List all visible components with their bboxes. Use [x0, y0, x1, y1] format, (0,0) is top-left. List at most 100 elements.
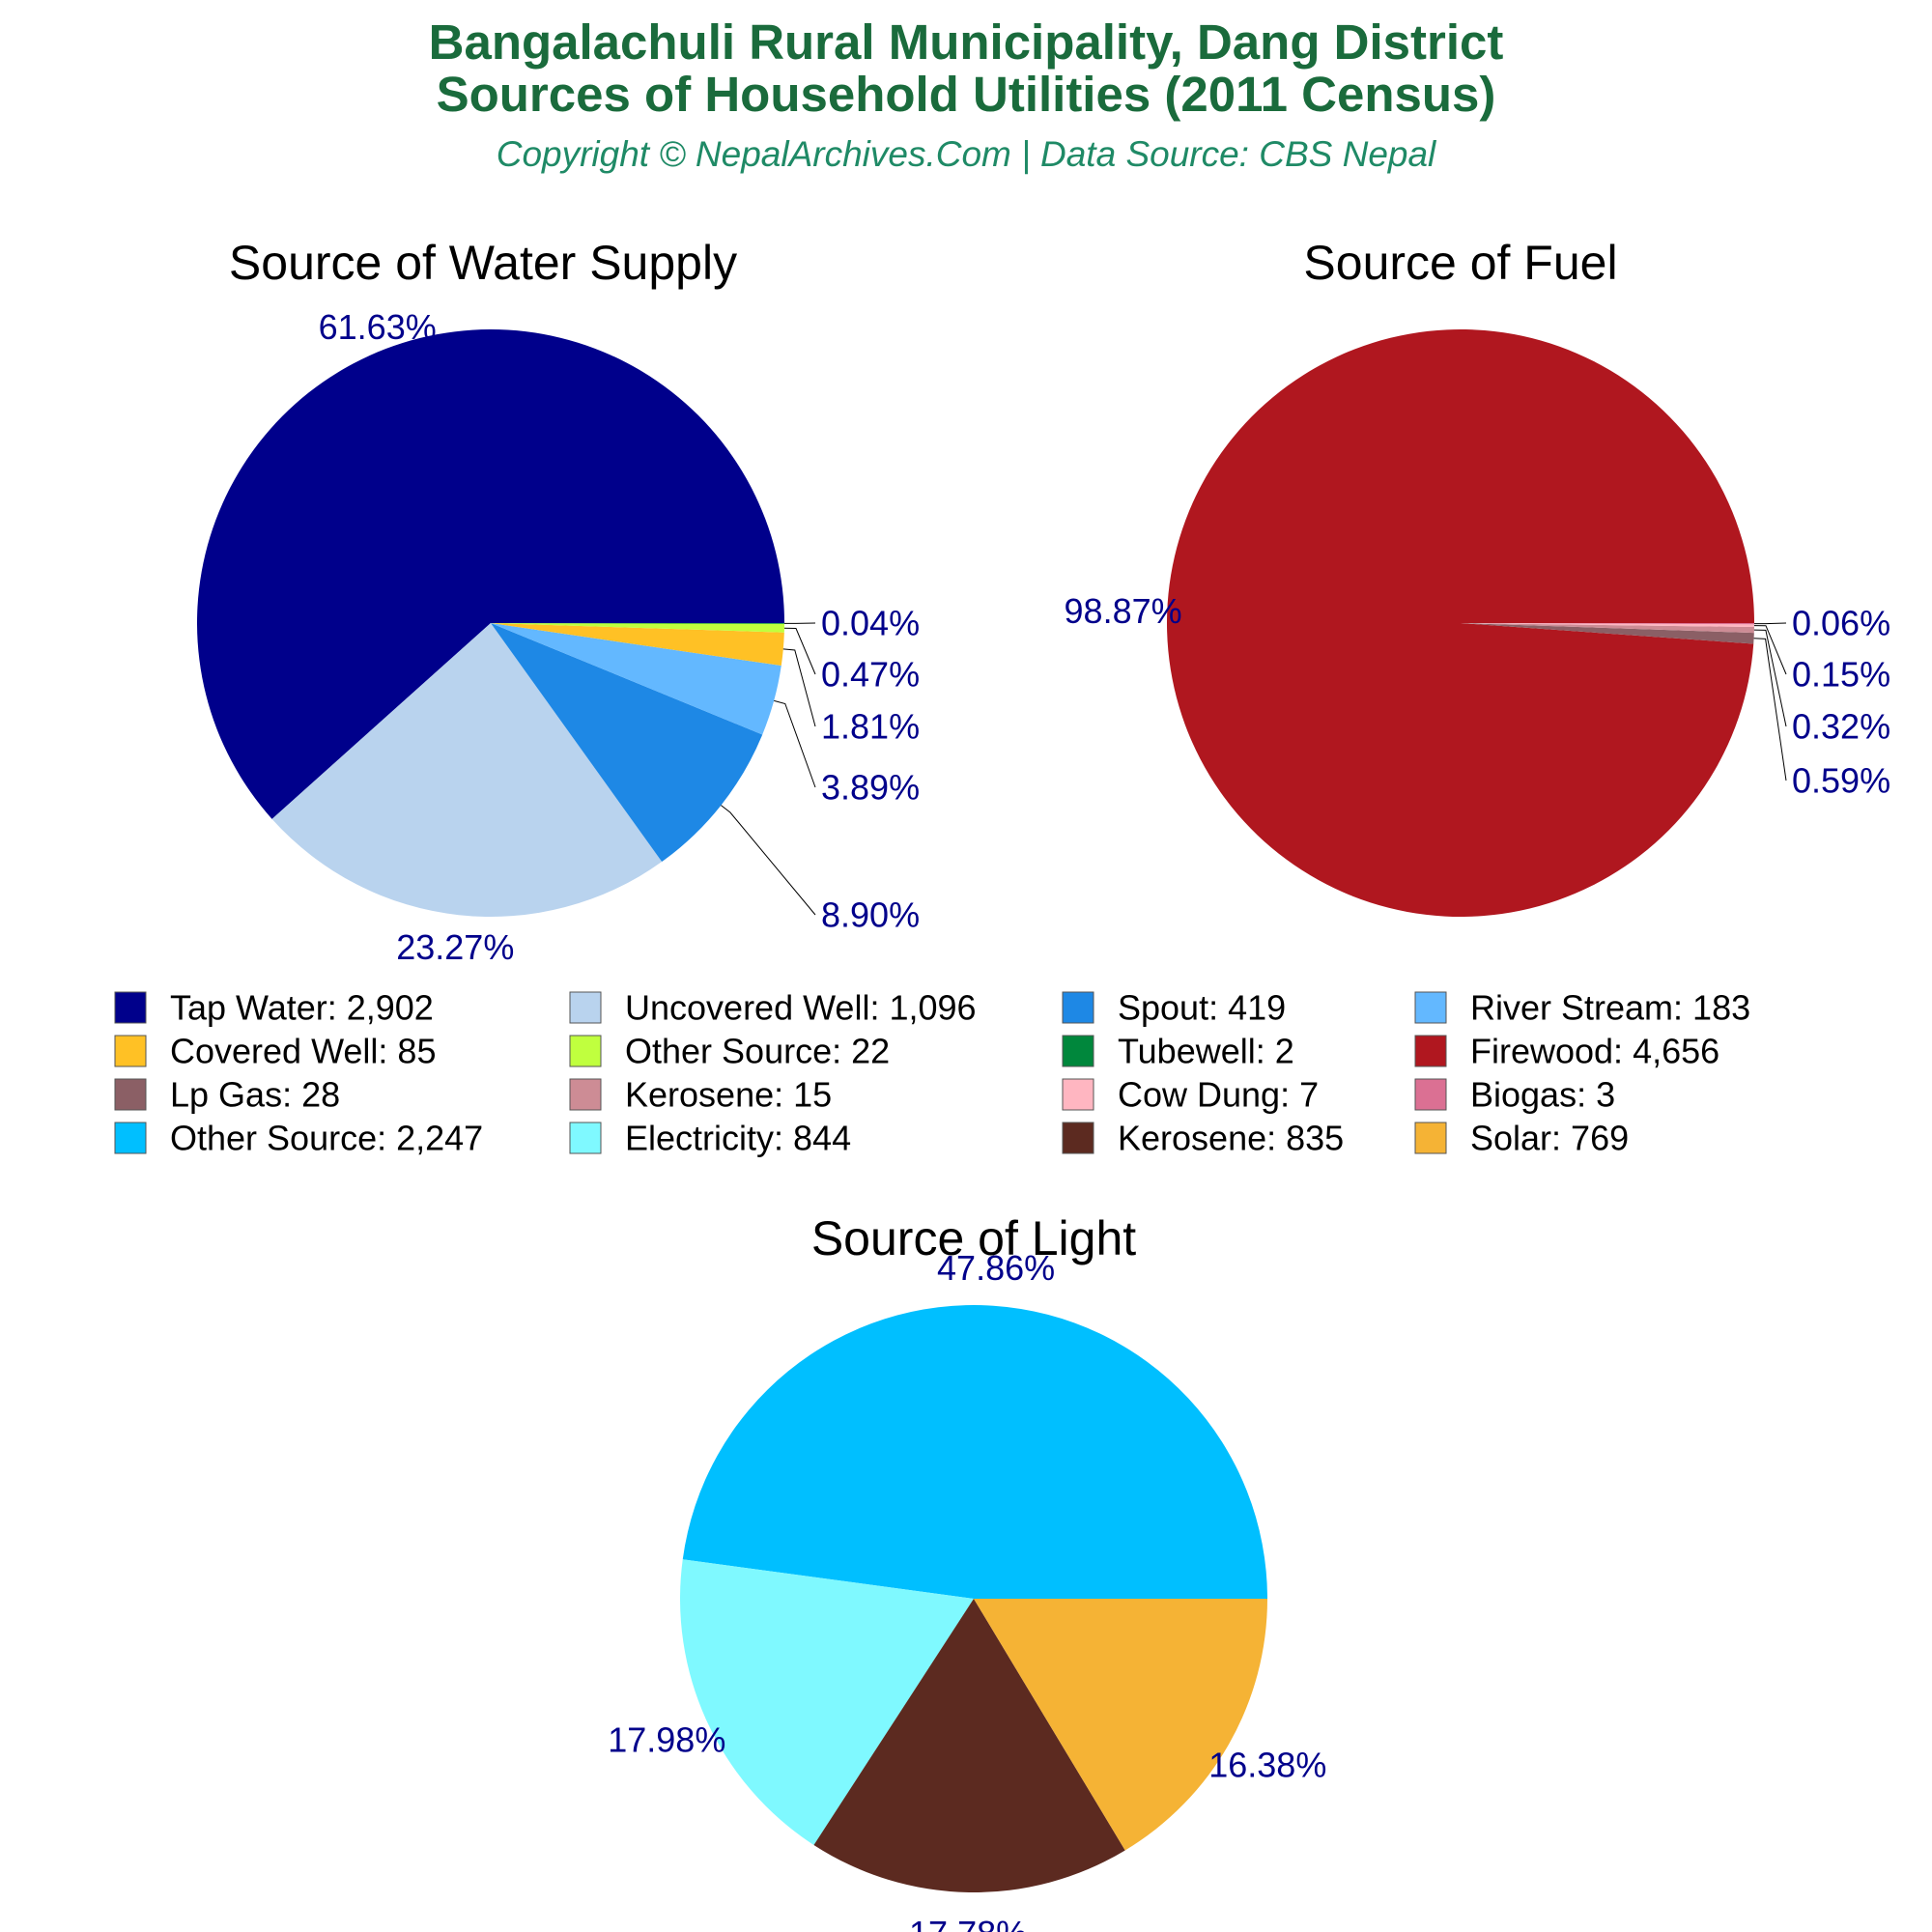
legend-swatch [1414, 1078, 1447, 1111]
source-of-light-pct-solar: 16.38% [1208, 1746, 1326, 1785]
source-of-water-supply-slice-covered-well [491, 623, 784, 667]
legend-label: Uncovered Well: 1,096 [625, 988, 977, 1028]
legend-label: Spout: 419 [1118, 988, 1286, 1028]
legend-item-other-source-22: Other Source: 22 [569, 1032, 890, 1071]
legend-item-kerosene-15: Kerosene: 15 [569, 1075, 832, 1115]
source-of-water-supply-leader-river-stream [774, 699, 816, 788]
legend-label: Other Source: 2,247 [170, 1119, 483, 1158]
legend-label: Cow Dung: 7 [1118, 1075, 1319, 1115]
source-of-light-pct-electricity: 17.98% [608, 1719, 725, 1759]
legend-item-uncovered-well-1-096: Uncovered Well: 1,096 [569, 988, 977, 1028]
source-of-fuel-leader-lp-gas [1753, 638, 1787, 781]
source-of-fuel-slice-cow-dung [1461, 623, 1754, 628]
source-of-fuel-leader-cow-dung [1753, 625, 1787, 675]
source-of-light-pct-other-source: 47.86% [937, 1248, 1055, 1288]
legend-item-covered-well-85: Covered Well: 85 [114, 1032, 436, 1071]
legend-item-biogas-3: Biogas: 3 [1414, 1075, 1615, 1115]
source-of-fuel-pct-firewood: 98.87% [1065, 591, 1182, 631]
legend-swatch [569, 1078, 602, 1111]
legend-label: Lp Gas: 28 [170, 1075, 340, 1115]
legend-item-spout-419: Spout: 419 [1062, 988, 1286, 1028]
legend-swatch [569, 1035, 602, 1067]
source-of-water-supply-slice-uncovered-well [271, 623, 663, 918]
source-of-fuel-pie: Source of Fuel 98.87% 0.59% 0.32% 0.15% 0.06% [1065, 236, 1890, 917]
legend-label: Other Source: 22 [625, 1032, 890, 1071]
legend-item-lp-gas-28: Lp Gas: 28 [114, 1075, 340, 1115]
source-of-fuel-pct-biogas: 0.06% [1792, 604, 1890, 643]
source-of-water-supply-slice-river-stream [491, 623, 781, 735]
source-of-fuel-slice-firewood [1167, 328, 1754, 917]
source-of-water-supply-pct-tubewell: 0.04% [821, 604, 920, 643]
copyright-subtitle: Copyright © NepalArchives.Com | Data Sou… [496, 134, 1436, 174]
legend-label: Electricity: 844 [625, 1119, 851, 1158]
source-of-fuel-slice-kerosene [1461, 623, 1754, 634]
legend-label: Kerosene: 835 [1118, 1119, 1344, 1158]
legend-swatch [1414, 1035, 1447, 1067]
main-title-line-2: Sources of Household Utilities (2011 Cen… [436, 67, 1496, 122]
source-of-water-supply-leader-other-source [783, 627, 816, 675]
source-of-water-supply-slice-spout [491, 623, 763, 863]
legend-item-river-stream-183: River Stream: 183 [1414, 988, 1750, 1028]
legend-swatch [1414, 991, 1447, 1024]
source-of-water-supply-pct-covered-well: 1.81% [821, 707, 920, 747]
legend-swatch [1062, 1122, 1094, 1154]
source-of-light-slice-solar [974, 1599, 1267, 1851]
main-title-line-1: Bangalachuli Rural Municipality, Dang Di… [428, 14, 1504, 70]
legend-item-other-source-2-247: Other Source: 2,247 [114, 1119, 483, 1158]
legend-label: Firewood: 4,656 [1470, 1032, 1719, 1071]
source-of-light-pct-kerosene: 17.78% [909, 1914, 1027, 1932]
legend-item-cow-dung-7: Cow Dung: 7 [1062, 1075, 1319, 1115]
source-of-water-supply-pct-other-source: 0.47% [821, 655, 920, 695]
legend-item-electricity-844: Electricity: 844 [569, 1119, 851, 1158]
legend-swatch [114, 1122, 147, 1154]
source-of-light-slice-electricity [680, 1559, 974, 1845]
source-of-light-title: Source of Light [811, 1211, 1136, 1265]
source-of-fuel-leader-biogas [1754, 622, 1787, 625]
legend-item-tubewell-2: Tubewell: 2 [1062, 1032, 1294, 1071]
source-of-light-slice-kerosene [813, 1599, 1125, 1892]
main-title: Bangalachuli Rural Municipality, Dang Di… [0, 16, 1932, 121]
legend-label: Tubewell: 2 [1118, 1032, 1294, 1071]
legend-item-firewood-4-656: Firewood: 4,656 [1414, 1032, 1719, 1071]
source-of-water-supply-slice-tubewell [491, 623, 785, 624]
source-of-fuel-slice-biogas [1461, 623, 1755, 625]
legend-swatch [114, 991, 147, 1024]
legend-swatch [1062, 1078, 1094, 1111]
source-of-water-supply-leader-spout [721, 805, 816, 916]
source-of-water-supply-pie: Source of Water Supply 61.63% 23.27% 8.90% 3… [196, 236, 920, 967]
source-of-water-supply-pct-spout: 8.90% [821, 895, 920, 935]
legend-swatch [114, 1078, 147, 1111]
legend-item-tap-water-2-902: Tap Water: 2,902 [114, 988, 434, 1028]
source-of-fuel-pct-lp-gas: 0.59% [1792, 761, 1890, 801]
legend-label: River Stream: 183 [1470, 988, 1750, 1028]
source-of-fuel-pct-cow-dung: 0.15% [1792, 655, 1890, 695]
legend-label: Tap Water: 2,902 [170, 988, 434, 1028]
source-of-fuel-title: Source of Fuel [1303, 236, 1617, 290]
legend-label: Solar: 769 [1470, 1119, 1629, 1158]
legend-label: Biogas: 3 [1470, 1075, 1615, 1115]
legend: Tap Water: 2,902 Uncovered Well: 1,096 Spo… [114, 988, 1750, 1158]
source-of-water-supply-pct-river-stream: 3.89% [821, 768, 920, 808]
legend-item-kerosene-835: Kerosene: 835 [1062, 1119, 1344, 1158]
chart-header: Bangalachuli Rural Municipality, Dang Di… [0, 0, 1932, 175]
legend-swatch [569, 991, 602, 1024]
source-of-water-supply-slice-tap-water [196, 329, 784, 819]
source-of-water-supply-pct-uncovered-well: 23.27% [396, 927, 514, 967]
source-of-fuel-slice-lp-gas [1461, 623, 1754, 644]
source-of-water-supply-slice-other-source [491, 623, 784, 633]
source-of-water-supply-title: Source of Water Supply [229, 236, 737, 290]
legend-label: Covered Well: 85 [170, 1032, 436, 1071]
source-of-fuel-pct-kerosene: 0.32% [1792, 707, 1890, 747]
source-of-water-supply-leader-covered-well [782, 648, 816, 727]
legend-swatch [114, 1035, 147, 1067]
legend-item-solar-769: Solar: 769 [1414, 1119, 1629, 1158]
legend-label: Kerosene: 15 [625, 1075, 832, 1115]
legend-swatch [1062, 991, 1094, 1024]
legend-swatch [1062, 1035, 1094, 1067]
legend-swatch [569, 1122, 602, 1154]
source-of-water-supply-pct-tap-water: 61.63% [319, 307, 437, 347]
source-of-fuel-leader-kerosene [1753, 629, 1787, 727]
